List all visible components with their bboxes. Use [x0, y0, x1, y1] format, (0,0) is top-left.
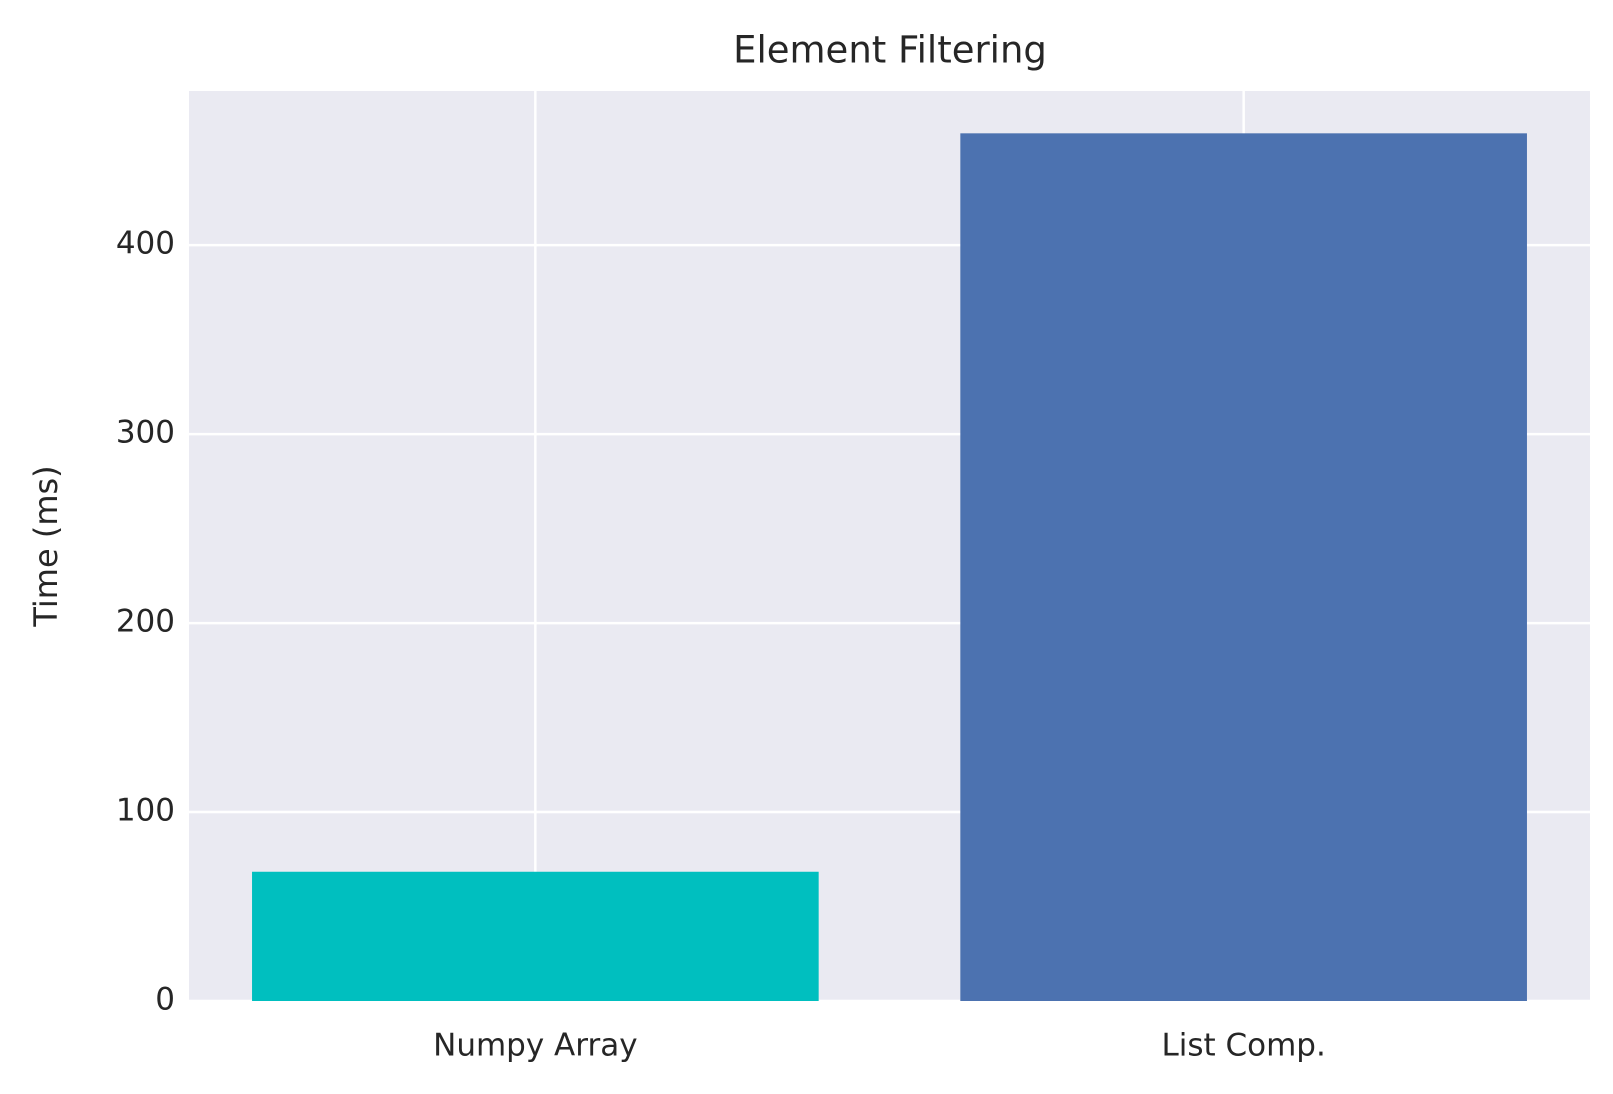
- bar: [960, 133, 1527, 1002]
- chart-title: Element Filtering: [733, 29, 1047, 72]
- x-tick-label: List Comp.: [1161, 1028, 1325, 1064]
- y-tick-label: 100: [116, 793, 175, 829]
- y-tick-label: 200: [116, 604, 175, 640]
- bar: [252, 871, 819, 1001]
- x-tick-label: Numpy Array: [433, 1028, 637, 1064]
- y-tick-label: 400: [116, 226, 175, 262]
- y-tick-label: 0: [155, 982, 175, 1018]
- y-tick-label: 300: [116, 415, 175, 451]
- marks: [252, 133, 1527, 1002]
- y-axis-label: Time (ms): [27, 465, 65, 627]
